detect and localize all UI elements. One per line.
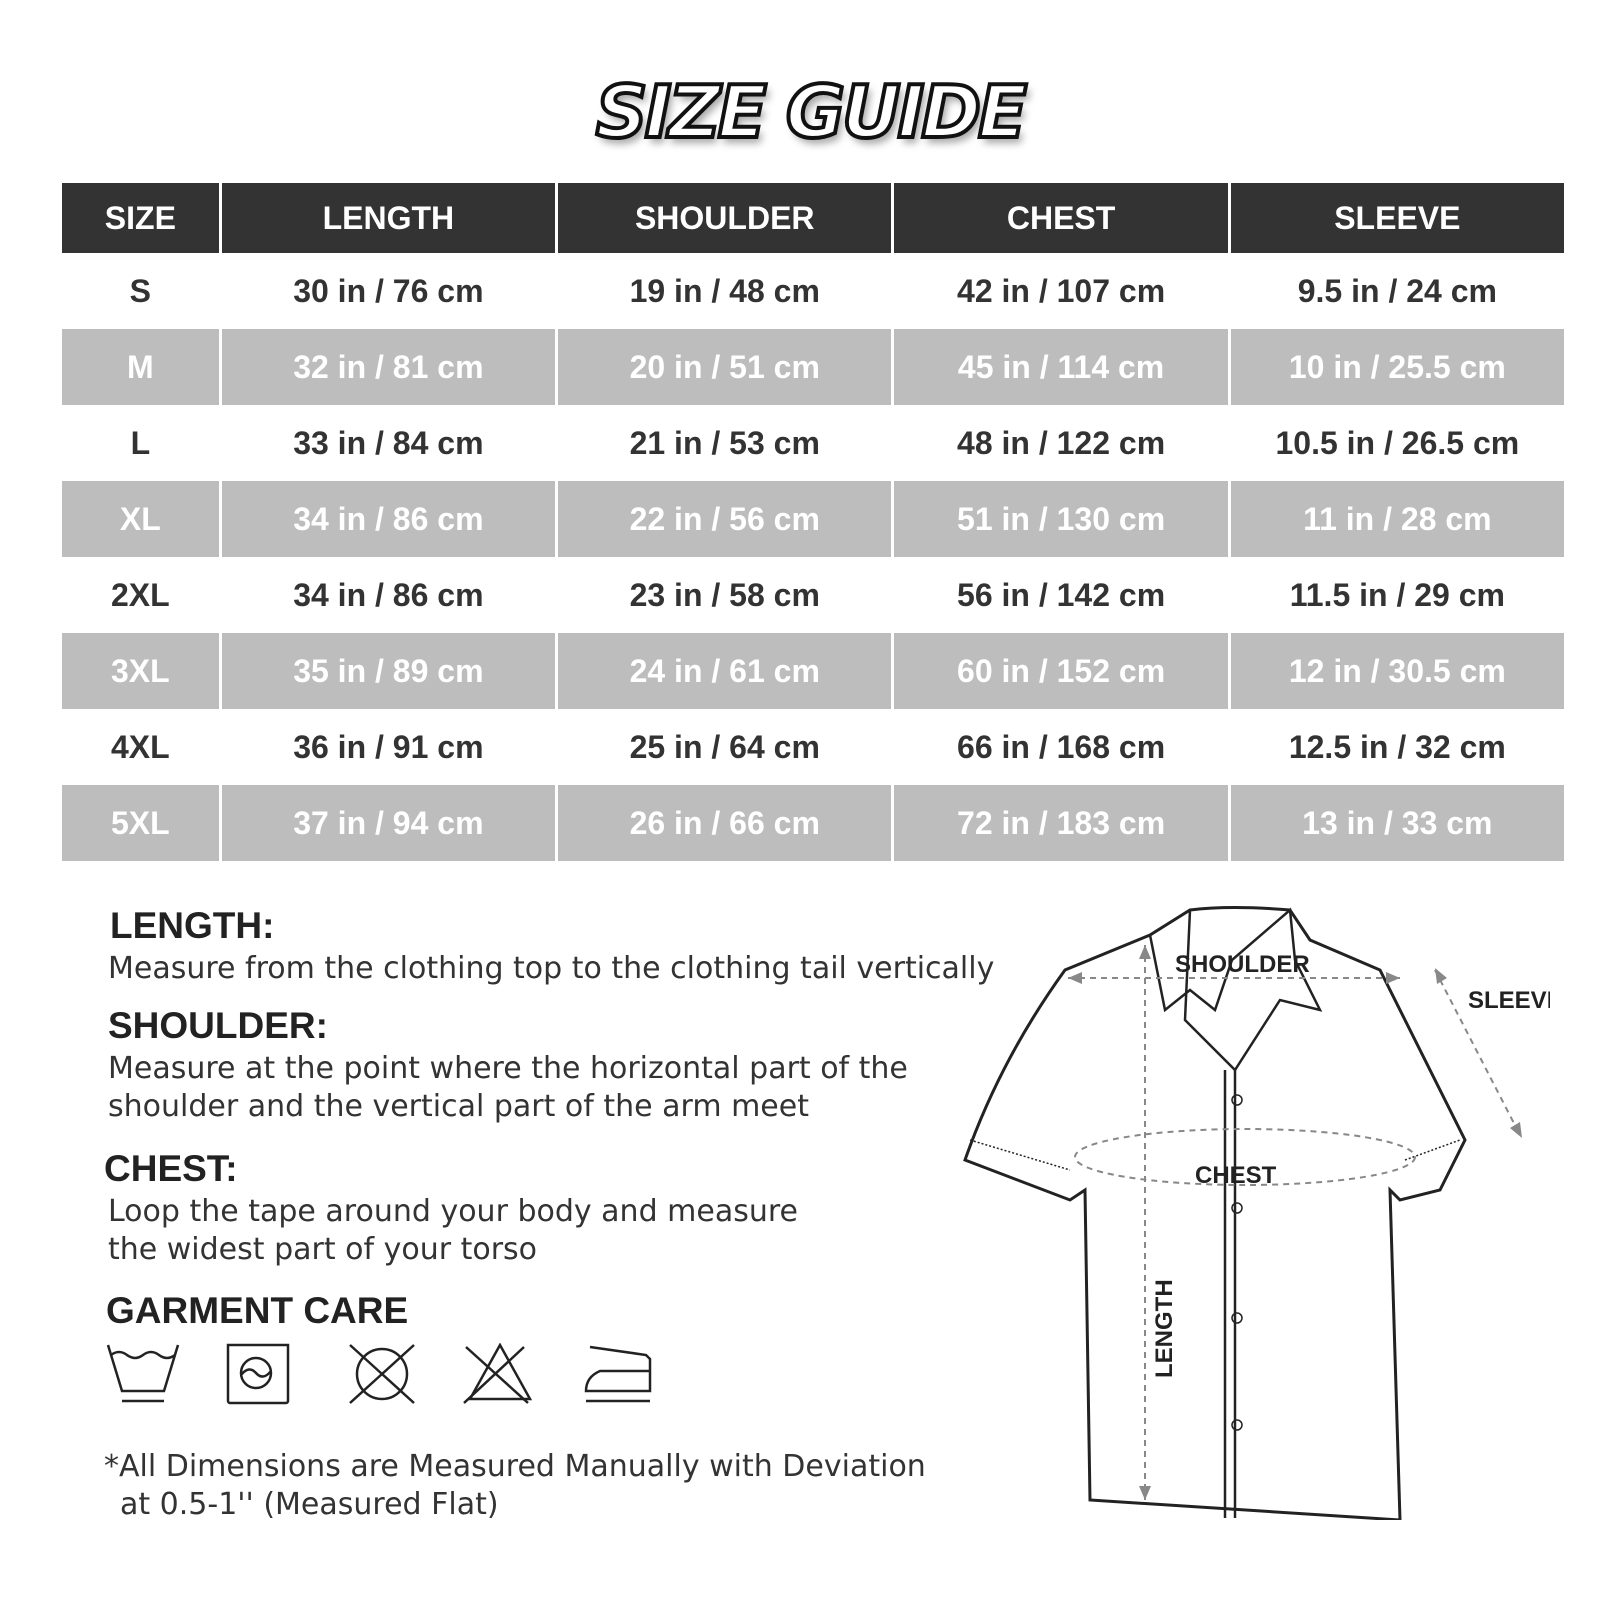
cell-shoulder: 25 in / 64 cm — [558, 709, 895, 785]
cell-chest: 42 in / 107 cm — [894, 253, 1231, 329]
header-size: SIZE — [62, 183, 222, 253]
cell-length: 30 in / 76 cm — [222, 253, 558, 329]
do-not-bleach-icon — [463, 1343, 533, 1404]
garment-care-heading: GARMENT CARE — [106, 1290, 409, 1331]
cell-shoulder: 26 in / 66 cm — [558, 785, 895, 861]
cell-size: 4XL — [62, 709, 222, 785]
cell-chest: 72 in / 183 cm — [894, 785, 1231, 861]
chest-text-1: Loop the tape around your body and measu… — [108, 1194, 798, 1229]
cell-length: 33 in / 84 cm — [222, 405, 558, 481]
cell-size: XL — [62, 481, 222, 557]
length-text: Measure from the clothing top to the clo… — [108, 951, 995, 986]
table-row: XL 34 in / 86 cm 22 in / 56 cm 51 in / 130 … — [62, 481, 1564, 557]
cell-size: 3XL — [62, 633, 222, 709]
cell-sleeve: 11 in / 28 cm — [1230, 481, 1564, 557]
diagram-sleeve-label: SLEEVE — [1468, 987, 1550, 1014]
cell-size: 5XL — [62, 785, 222, 861]
cell-sleeve: 12.5 in / 32 cm — [1288, 728, 1506, 765]
size-table: SIZE LENGTH SHOULDER CHEST SLEEVE S 30 in… — [62, 183, 1564, 861]
table-row: 5XL 37 in / 94 cm 26 in / 66 cm 72 in / 183… — [62, 785, 1564, 861]
page-title: SIZE GUIDE — [594, 68, 1029, 156]
cell-chest: 45 in / 114 cm — [894, 329, 1231, 405]
shirt-outline — [963, 906, 1467, 1520]
cell-length: 34 in / 86 cm — [221, 481, 558, 557]
cell-shoulder: 23 in / 58 cm — [558, 557, 895, 633]
cell-chest: 60 in / 152 cm — [894, 633, 1231, 709]
cell-chest: 56 in / 142 cm — [894, 557, 1231, 633]
cell-length: 37 in / 94 cm — [221, 785, 558, 861]
table-header: SIZE LENGTH SHOULDER CHEST SLEEVE — [62, 183, 1564, 253]
cell-size: S — [62, 253, 222, 329]
cell-sleeve: 12 in / 30.5 cm — [1230, 633, 1564, 709]
cell-sleeve: 13 in / 33 cm — [1230, 785, 1564, 861]
shoulder-heading: SHOULDER: — [108, 1005, 328, 1046]
cell-size: 2XL — [62, 557, 222, 633]
header-length: LENGTH — [221, 183, 558, 253]
header-sleeve: SLEEVE — [1230, 183, 1564, 253]
cell-sleeve: 10.5 in / 26.5 cm — [1275, 424, 1520, 461]
shoulder-text-1: Measure at the point where the horizonta… — [108, 1051, 908, 1086]
cell-length: 34 in / 86 cm — [222, 557, 558, 633]
diagram-length-label: LENGTH — [1151, 1279, 1178, 1378]
cell-shoulder: 24 in / 61 cm — [558, 633, 895, 709]
shoulder-text-2: shoulder and the vertical part of the ar… — [108, 1089, 809, 1124]
do-not-dry-clean-icon — [349, 1344, 415, 1404]
tumble-dry-icon — [226, 1343, 290, 1405]
cell-sleeve: 9.5 in / 24 cm — [1297, 272, 1497, 309]
table-row: S 30 in / 76 cm 19 in / 48 cm 42 in / 107 c… — [62, 253, 1564, 329]
cell-length: 32 in / 81 cm — [221, 329, 558, 405]
shirt-diagram: SHOULDER SLEEVE CHEST LENGTH — [963, 906, 1550, 1520]
cell-size: L — [62, 405, 222, 481]
table-row: L 33 in / 84 cm 21 in / 53 cm 48 in / 122 c… — [62, 405, 1564, 481]
diagram-shoulder-label: SHOULDER — [1175, 951, 1310, 978]
cell-chest: 51 in / 130 cm — [894, 481, 1231, 557]
cell-shoulder: 21 in / 53 cm — [558, 405, 895, 481]
diagram-chest-label: CHEST — [1195, 1162, 1277, 1189]
note-line-1: *All Dimensions are Measured Manually wi… — [104, 1449, 926, 1484]
cell-length: 35 in / 89 cm — [221, 633, 558, 709]
table-row: M 32 in / 81 cm 20 in / 51 cm 45 in / 114 c… — [62, 329, 1564, 405]
cell-sleeve: 10 in / 25.5 cm — [1230, 329, 1564, 405]
cell-shoulder: 22 in / 56 cm — [558, 481, 895, 557]
table-row: 2XL 34 in / 86 cm 23 in / 58 cm 56 in / 142… — [62, 557, 1564, 633]
header-chest: CHEST — [894, 183, 1231, 253]
chest-text-2: the widest part of your torso — [108, 1232, 538, 1267]
header-shoulder: SHOULDER — [558, 183, 895, 253]
table-row: 3XL 35 in / 89 cm 24 in / 61 cm 60 in / 152… — [62, 633, 1564, 709]
note-line-2: at 0.5-1'' (Measured Flat) — [120, 1487, 499, 1522]
length-heading: LENGTH: — [110, 905, 275, 946]
cell-chest: 48 in / 122 cm — [894, 405, 1231, 481]
chest-heading: CHEST: — [104, 1148, 238, 1189]
cell-length: 36 in / 91 cm — [222, 709, 558, 785]
hand-wash-icon — [106, 1344, 180, 1403]
table-row: 4XL 36 in / 91 cm 25 in / 64 cm 66 in / 168… — [62, 709, 1564, 785]
cell-shoulder: 19 in / 48 cm — [558, 253, 895, 329]
cell-chest: 66 in / 168 cm — [894, 709, 1231, 785]
cell-sleeve: 11.5 in / 29 cm — [1289, 576, 1505, 613]
cell-size: M — [62, 329, 222, 405]
cell-shoulder: 20 in / 51 cm — [558, 329, 895, 405]
iron-icon — [584, 1345, 652, 1403]
